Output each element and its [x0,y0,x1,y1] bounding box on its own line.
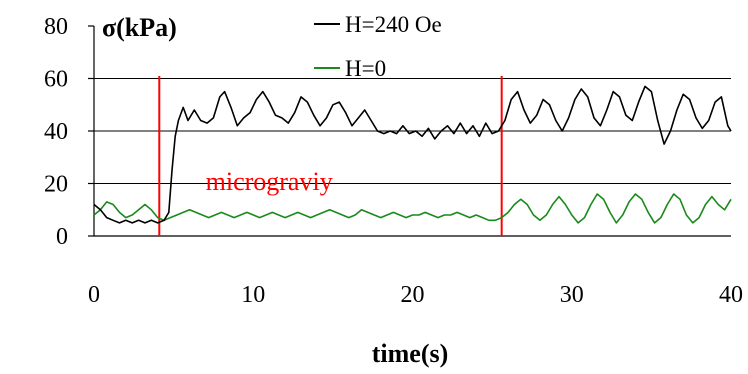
legend: H=240 Oe H=0 [314,12,442,81]
legend-label-h240: H=240 Oe [345,12,442,37]
horizontal-gridlines [94,78,731,184]
x-tick-label: 0 [88,282,100,308]
x-tick-label: 40 [719,282,743,308]
x-tick-label: 10 [241,282,265,308]
event-markers [158,76,503,236]
y-tick-label: 40 [44,119,68,145]
axes [88,25,731,237]
series-line [93,193,732,224]
y-tick-label: 20 [44,172,68,198]
x-axis-label: time(s) [372,339,449,368]
microgravity-annotation: micrograviy [206,167,333,196]
x-tick-label: 30 [560,282,584,308]
y-tick-label: 0 [56,224,68,250]
series-lines [93,85,732,224]
legend-label-h0: H=0 [345,56,386,81]
y-axis-label: σ(kPa) [102,13,177,42]
y-tick-labels: 0 20 40 60 80 [44,14,68,250]
x-tick-label: 20 [401,282,425,308]
y-tick-label: 60 [44,67,68,93]
series-line [93,85,732,224]
x-tick-labels: 0 10 20 30 40 [88,282,743,308]
y-tick-label: 80 [44,14,68,40]
